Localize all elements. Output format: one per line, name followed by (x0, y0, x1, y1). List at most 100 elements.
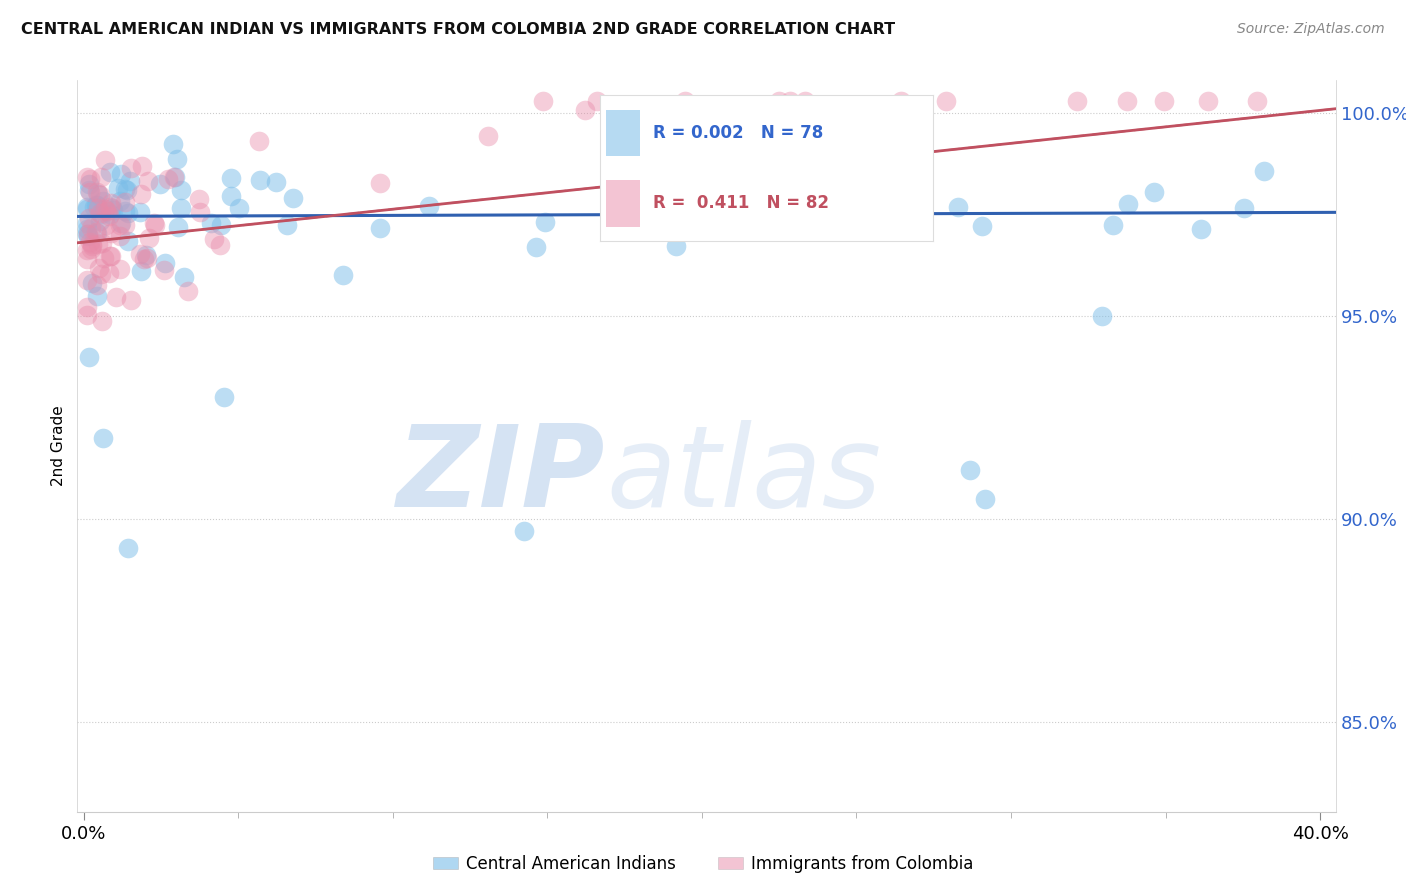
Point (129, 205, 152, 219)
Point (370, 221, 392, 235)
Point (1153, 94, 1175, 108)
Point (640, 190, 662, 204)
Point (76, 301, 98, 315)
Point (249, 173, 271, 187)
Point (418, 199, 440, 213)
Point (281, 191, 304, 205)
Point (513, 524, 536, 539)
Point (129, 186, 152, 201)
Point (673, 94, 696, 108)
Point (117, 206, 139, 220)
Point (136, 251, 159, 265)
Point (165, 170, 187, 185)
Point (86, 198, 108, 212)
Point (779, 94, 801, 108)
Point (170, 183, 193, 197)
Point (77, 183, 100, 197)
Point (76, 216, 98, 230)
Point (972, 219, 994, 233)
Point (79, 172, 101, 186)
Point (98, 249, 121, 263)
Point (129, 247, 152, 261)
Point (90, 207, 112, 221)
Point (100, 249, 122, 263)
Point (118, 174, 141, 188)
Point (166, 220, 188, 235)
Point (135, 248, 157, 262)
Point (97, 209, 120, 223)
Point (794, 94, 817, 108)
Point (890, 178, 912, 192)
Legend: Central American Indians, Immigrants from Colombia: Central American Indians, Immigrants fro… (426, 848, 980, 880)
Point (93, 251, 115, 265)
Point (98, 207, 121, 221)
Point (76, 252, 98, 266)
Point (228, 202, 250, 216)
Point (83, 200, 105, 214)
Text: Source: ZipAtlas.com: Source: ZipAtlas.com (1237, 22, 1385, 37)
Point (706, 112, 728, 126)
Point (114, 204, 136, 219)
Point (89, 187, 111, 202)
Point (138, 231, 160, 245)
Point (76, 202, 98, 216)
Point (86, 201, 108, 215)
Text: CENTRAL AMERICAN INDIAN VS IMMIGRANTS FROM COLOMBIA 2ND GRADE CORRELATION CHART: CENTRAL AMERICAN INDIAN VS IMMIGRANTS FR… (21, 22, 896, 37)
Point (534, 215, 557, 229)
Point (152, 262, 174, 277)
Point (107, 181, 129, 195)
Point (121, 293, 143, 307)
Point (574, 103, 596, 117)
Point (89, 214, 111, 228)
Point (202, 232, 225, 246)
Point (477, 128, 499, 143)
Point (76, 227, 98, 242)
Point (664, 239, 686, 253)
Point (143, 216, 166, 230)
Point (935, 94, 957, 108)
Point (90, 267, 112, 281)
Point (170, 201, 193, 215)
Point (1233, 202, 1256, 216)
Point (155, 256, 177, 270)
Point (156, 172, 179, 186)
Point (110, 167, 132, 181)
Point (188, 192, 211, 206)
Point (76, 244, 98, 258)
Point (86, 288, 108, 302)
Point (145, 219, 167, 233)
Point (100, 227, 122, 241)
Point (332, 268, 354, 282)
Point (884, 197, 907, 211)
Point (586, 94, 609, 108)
Point (129, 264, 152, 278)
Point (86, 226, 108, 240)
Point (120, 161, 142, 176)
Point (114, 218, 136, 232)
Point (114, 182, 136, 196)
Point (77, 350, 100, 364)
Point (90, 314, 112, 328)
Point (524, 240, 547, 254)
Point (531, 94, 554, 108)
Point (90, 235, 112, 250)
Point (87, 187, 110, 202)
Point (163, 170, 186, 185)
Point (82, 277, 104, 291)
Point (76, 227, 98, 241)
Point (1118, 196, 1140, 211)
Point (208, 238, 231, 252)
Text: atlas: atlas (606, 420, 882, 531)
Point (108, 218, 131, 232)
Point (82, 238, 104, 252)
Point (136, 174, 159, 188)
Point (77, 229, 100, 244)
Point (86, 277, 108, 292)
Point (214, 390, 236, 404)
Point (110, 216, 132, 230)
Point (890, 94, 912, 108)
Point (247, 134, 270, 148)
Point (90, 169, 112, 184)
Point (87, 236, 110, 251)
Point (114, 195, 136, 210)
